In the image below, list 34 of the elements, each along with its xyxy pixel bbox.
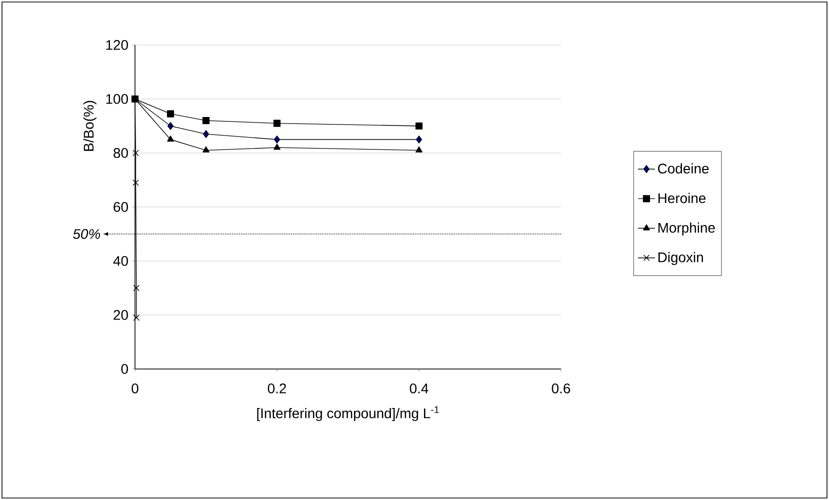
x-axis-title: [Interfering compound]/mg L$^{-1}$ bbox=[257, 406, 439, 422]
point bbox=[274, 144, 280, 150]
point bbox=[167, 136, 174, 142]
x-tick-label: 0 bbox=[132, 383, 138, 394]
x-tick-label: 0.6 bbox=[552, 383, 570, 394]
x-tick-label: 0.2 bbox=[268, 383, 286, 394]
y-tick-label: 80 bbox=[114, 148, 128, 158]
point bbox=[133, 284, 140, 292]
point bbox=[166, 110, 174, 118]
point bbox=[167, 122, 174, 130]
x-tick-label: 0.4 bbox=[410, 383, 428, 394]
y-tick-label: 120 bbox=[106, 40, 128, 50]
point bbox=[202, 117, 210, 124]
point bbox=[132, 150, 139, 156]
y-tick-label: 60 bbox=[114, 202, 128, 212]
point bbox=[202, 130, 210, 138]
y-tick-label: 20 bbox=[114, 310, 128, 320]
point bbox=[202, 146, 210, 152]
point bbox=[415, 122, 423, 130]
point bbox=[416, 146, 422, 152]
point bbox=[133, 314, 140, 321]
ref-line-label: 50% bbox=[73, 229, 100, 239]
legend-label: Morphine bbox=[658, 222, 715, 236]
y-axis-title: B/Bo(%) bbox=[83, 100, 96, 151]
point bbox=[132, 180, 139, 186]
point bbox=[273, 120, 281, 127]
point bbox=[416, 136, 422, 144]
legend-label: Codeine bbox=[658, 163, 709, 174]
y-tick-label: 40 bbox=[113, 256, 128, 266]
point bbox=[274, 136, 280, 144]
legend-label: Heroine bbox=[658, 192, 706, 204]
y-tick-label: 100 bbox=[106, 94, 128, 104]
legend-label: Digoxin bbox=[658, 252, 703, 266]
y-tick-label: 0 bbox=[121, 364, 128, 374]
